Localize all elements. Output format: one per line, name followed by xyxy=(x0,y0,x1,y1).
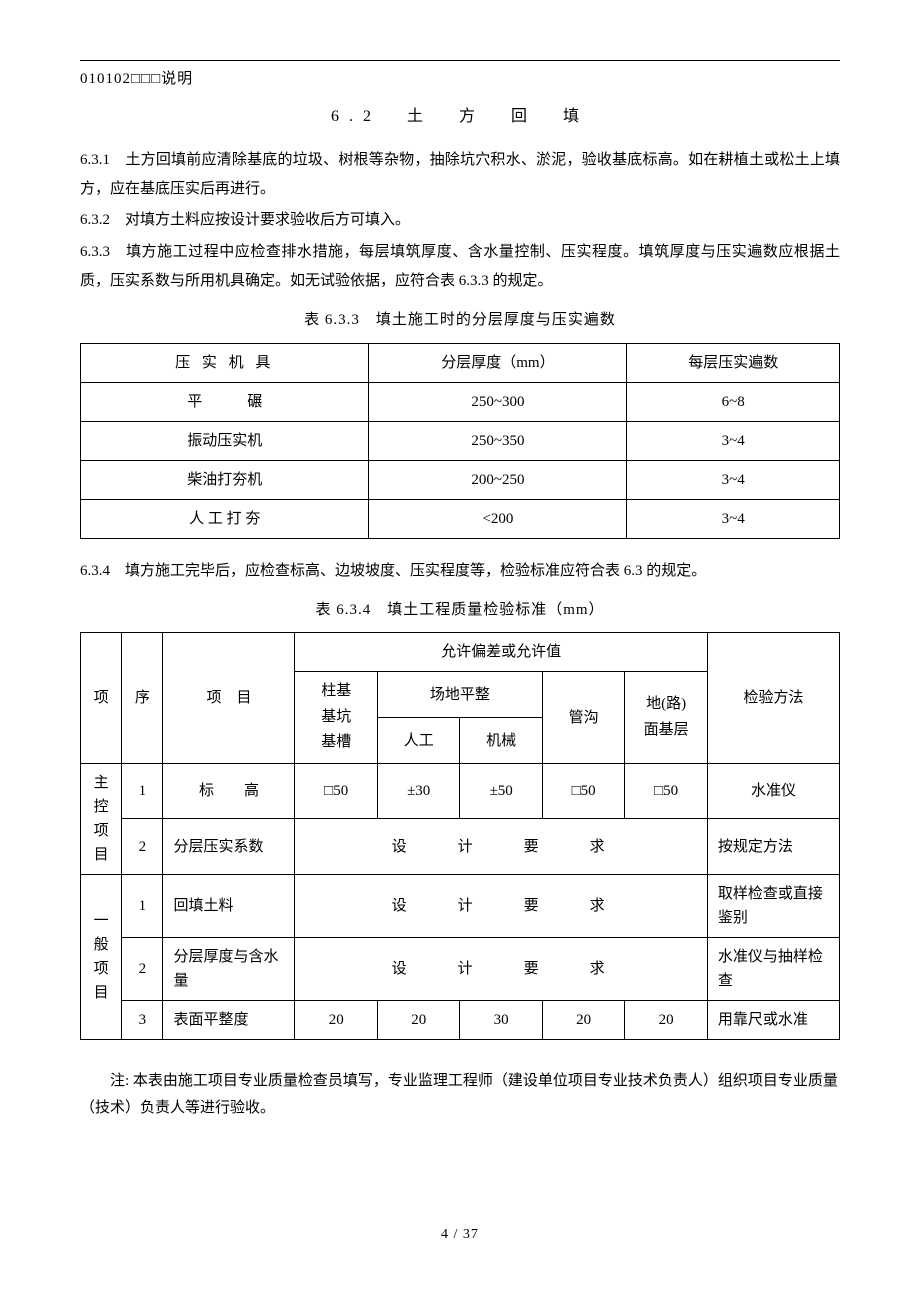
table-row: 压 实 机 具 分层厚度（mm） 每层压实遍数 xyxy=(81,343,840,382)
cell: 1 xyxy=(122,874,163,937)
para-633: 6.3.3 填方施工过程中应检查排水措施，每层填筑厚度、含水量控制、压实程度。填… xyxy=(80,238,840,297)
para-632: 6.3.2 对填方土料应按设计要求验收后方可填入。 xyxy=(80,206,840,235)
table1-caption: 表 6.3.3 填土施工时的分层厚度与压实遍数 xyxy=(80,306,840,335)
table-row: 2 分层压实系数 设 计 要 求 按规定方法 xyxy=(81,819,840,875)
cell: 用靠尺或水准 xyxy=(707,1000,839,1039)
table-row: 2 分层厚度与含水量 设 计 要 求 水准仪与抽样检查 xyxy=(81,937,840,1000)
cell: <200 xyxy=(369,499,627,538)
cell: 分层压实系数 xyxy=(163,819,295,875)
table-row: 项 序 项 目 允许偏差或允许值 检验方法 xyxy=(81,633,840,672)
sub-header: 地(路) 面基层 xyxy=(625,672,707,764)
footnote: 注: 本表由施工项目专业质量检查员填写，专业监理工程师（建设单位项目专业技术负责… xyxy=(80,1068,840,1122)
cell: 表面平整度 xyxy=(163,1000,295,1039)
col-header: 压 实 机 具 xyxy=(81,343,369,382)
cell: 回填土料 xyxy=(163,874,295,937)
cell: 3 xyxy=(122,1000,163,1039)
cell: 1 xyxy=(122,763,163,819)
group-label: 主控项目 xyxy=(81,763,122,874)
header-code: 010102□□□说明 xyxy=(80,65,840,94)
cell: 2 xyxy=(122,937,163,1000)
table-634: 项 序 项 目 允许偏差或允许值 检验方法 柱基 基坑 基槽 场地平整 管沟 地… xyxy=(80,632,840,1040)
cell: 3~4 xyxy=(627,421,840,460)
cell: 设 计 要 求 xyxy=(295,874,707,937)
table-row: 一般项目 1 回填土料 设 计 要 求 取样检查或直接鉴别 xyxy=(81,874,840,937)
sub-header: 场地平整 xyxy=(377,672,542,718)
cell: □50 xyxy=(295,763,377,819)
cell: 20 xyxy=(625,1000,707,1039)
cell: 2 xyxy=(122,819,163,875)
cell: □50 xyxy=(625,763,707,819)
col-header: 项 xyxy=(81,633,122,764)
page-number: 4 / 37 xyxy=(80,1222,840,1249)
cell: 设 计 要 求 xyxy=(295,819,707,875)
cell: □50 xyxy=(542,763,624,819)
top-rule xyxy=(80,60,840,61)
sub-header: 机械 xyxy=(460,718,542,764)
cell: 水准仪 xyxy=(707,763,839,819)
cell: 20 xyxy=(542,1000,624,1039)
cell: 标 高 xyxy=(163,763,295,819)
col-header: 检验方法 xyxy=(707,633,839,764)
cell: 设 计 要 求 xyxy=(295,937,707,1000)
table-row: 主控项目 1 标 高 □50 ±30 ±50 □50 □50 水准仪 xyxy=(81,763,840,819)
col-header: 分层厚度（mm） xyxy=(369,343,627,382)
table-row: 振动压实机 250~350 3~4 xyxy=(81,421,840,460)
cell: ±50 xyxy=(460,763,542,819)
cell: 6~8 xyxy=(627,382,840,421)
cell: 250~350 xyxy=(369,421,627,460)
cell: 20 xyxy=(295,1000,377,1039)
cell: 平 碾 xyxy=(81,382,369,421)
table2-caption: 表 6.3.4 填土工程质量检验标准（mm） xyxy=(80,596,840,625)
col-header: 每层压实遍数 xyxy=(627,343,840,382)
cell: 分层厚度与含水量 xyxy=(163,937,295,1000)
sub-header: 管沟 xyxy=(542,672,624,764)
table-row: 平 碾 250~300 6~8 xyxy=(81,382,840,421)
cell: 20 xyxy=(377,1000,459,1039)
group-label: 一般项目 xyxy=(81,874,122,1039)
cell: 人 工 打 夯 xyxy=(81,499,369,538)
cell: 250~300 xyxy=(369,382,627,421)
table-row: 人 工 打 夯 <200 3~4 xyxy=(81,499,840,538)
cell: 按规定方法 xyxy=(707,819,839,875)
col-header: 允许偏差或允许值 xyxy=(295,633,707,672)
para-631: 6.3.1 土方回填前应清除基底的垃圾、树根等杂物，抽除坑穴积水、淤泥，验收基底… xyxy=(80,146,840,205)
cell: ±30 xyxy=(377,763,459,819)
cell: 振动压实机 xyxy=(81,421,369,460)
cell: 200~250 xyxy=(369,460,627,499)
table-row: 柴油打夯机 200~250 3~4 xyxy=(81,460,840,499)
table-633: 压 实 机 具 分层厚度（mm） 每层压实遍数 平 碾 250~300 6~8 … xyxy=(80,343,840,539)
table-row: 3 表面平整度 20 20 30 20 20 用靠尺或水准 xyxy=(81,1000,840,1039)
col-header: 序 xyxy=(122,633,163,764)
cell: 取样检查或直接鉴别 xyxy=(707,874,839,937)
cell: 3~4 xyxy=(627,499,840,538)
section-title: 6.2 土 方 回 填 xyxy=(80,102,840,132)
para-634: 6.3.4 填方施工完毕后，应检查标高、边坡坡度、压实程度等，检验标准应符合表 … xyxy=(80,557,840,586)
cell: 3~4 xyxy=(627,460,840,499)
cell: 柴油打夯机 xyxy=(81,460,369,499)
sub-header: 人工 xyxy=(377,718,459,764)
cell: 30 xyxy=(460,1000,542,1039)
col-header: 项 目 xyxy=(163,633,295,764)
cell: 水准仪与抽样检查 xyxy=(707,937,839,1000)
sub-header: 柱基 基坑 基槽 xyxy=(295,672,377,764)
